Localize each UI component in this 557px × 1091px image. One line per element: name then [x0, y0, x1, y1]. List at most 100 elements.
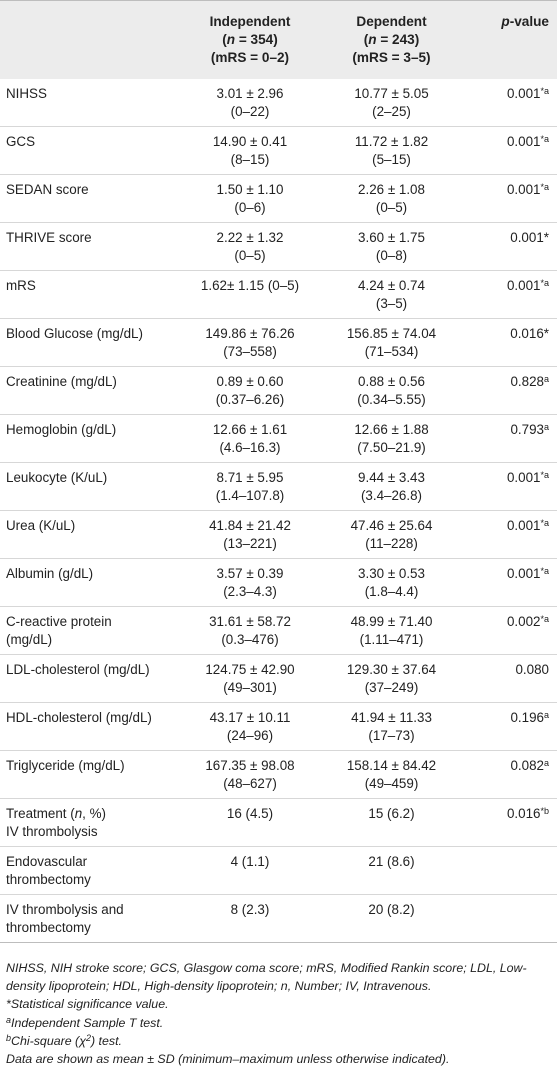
independent-value: 14.90 ± 0.41 (8–15): [180, 127, 320, 175]
header-independent-title: Independent: [209, 14, 291, 29]
row-label-line: Endovascular: [6, 854, 88, 869]
dependent-value: 4.24 ± 0.74 (3–5): [320, 271, 463, 319]
row-label: Albumin (g/dL): [0, 559, 180, 607]
dependent-value: 9.44 ± 3.43 (3.4–26.8): [320, 463, 463, 511]
p-value-superscript: a: [543, 374, 549, 384]
independent-value-line: 124.75 ± 42.90: [205, 662, 295, 677]
p-value: 0.001*a: [463, 463, 557, 511]
independent-value-line: 43.17 ± 10.11: [209, 710, 291, 725]
table-row: LDL-cholesterol (mg/dL) 124.75 ± 42.90 (49…: [0, 655, 557, 703]
table-row: Urea (K/uL) 41.84 ± 21.42 (13–221) 47.46 ± …: [0, 511, 557, 559]
header-independent: Independent (n = 354) (mRS = 0–2): [180, 1, 320, 80]
dependent-value-line: 3.30 ± 0.53: [358, 566, 425, 581]
table-row: NIHSS 3.01 ± 2.96 (0–22) 10.77 ± 5.05 (2–25)…: [0, 79, 557, 127]
p-value: 0.793a: [463, 415, 557, 463]
dependent-value-line: 0.88 ± 0.56: [358, 374, 425, 389]
p-value-number: 0.001: [506, 470, 541, 485]
p-value: 0.001*a: [463, 127, 557, 175]
data-table: Independent (n = 354) (mRS = 0–2) Depend…: [0, 0, 557, 943]
header-dependent-n: (n = 243): [363, 32, 420, 47]
row-label: LDL-cholesterol (mg/dL): [0, 655, 180, 703]
p-value-number: 0.082: [510, 758, 544, 773]
row-label-line: LDL-cholesterol (mg/dL): [6, 662, 150, 677]
table-row: Triglyceride (mg/dL) 167.35 ± 98.08 (48–62…: [0, 751, 557, 799]
dependent-value: 158.14 ± 84.42 (49–459): [320, 751, 463, 799]
independent-value: 2.22 ± 1.32 (0–5): [180, 223, 320, 271]
table-body: NIHSS 3.01 ± 2.96 (0–22) 10.77 ± 5.05 (2–25)…: [0, 79, 557, 943]
footnote-data-note: Data are shown as mean ± SD (minimum–max…: [6, 1052, 450, 1067]
independent-value: 41.84 ± 21.42 (13–221): [180, 511, 320, 559]
dependent-value-line: 12.66 ± 1.88: [354, 422, 429, 437]
header-dependent: Dependent (n = 243) (mRS = 3–5): [320, 1, 463, 80]
p-value-number: 0.001: [506, 134, 541, 149]
table-footnotes: NIHSS, NIH stroke score; GCS, Glasgow co…: [0, 943, 557, 1068]
table-row: Hemoglobin (g/dL) 12.66 ± 1.61 (4.6–16.3) 1…: [0, 415, 557, 463]
row-label: GCS: [0, 127, 180, 175]
dependent-value: 0.88 ± 0.56 (0.34–5.55): [320, 367, 463, 415]
independent-value: 43.17 ± 10.11 (24–96): [180, 703, 320, 751]
p-value: 0.001*a: [463, 271, 557, 319]
p-value-superscript: *a: [540, 470, 549, 480]
dependent-value: 12.66 ± 1.88 (7.50–21.9): [320, 415, 463, 463]
dependent-value-line: 15 (6.2): [368, 806, 415, 821]
table-row: HDL-cholesterol (mg/dL) 43.17 ± 10.11 (24–…: [0, 703, 557, 751]
table-row: Blood Glucose (mg/dL) 149.86 ± 76.26 (73–5…: [0, 319, 557, 367]
header-empty: [0, 1, 180, 80]
p-value: 0.001*a: [463, 79, 557, 127]
row-label-line: NIHSS: [6, 86, 47, 101]
row-label: Leukocyte (K/uL): [0, 463, 180, 511]
dependent-value: 3.30 ± 0.53 (1.8–4.4): [320, 559, 463, 607]
row-label-line: mRS: [6, 278, 36, 293]
p-value: 0.002*a: [463, 607, 557, 655]
dependent-value: 11.72 ± 1.82 (5–15): [320, 127, 463, 175]
dependent-value: 2.26 ± 1.08 (0–5): [320, 175, 463, 223]
table-row: SEDAN score 1.50 ± 1.10 (0–6) 2.26 ± 1.08 (0…: [0, 175, 557, 223]
row-label: THRIVE score: [0, 223, 180, 271]
independent-value-line: 8 (2.3): [230, 902, 270, 917]
row-label-line: Leukocyte (K/uL): [6, 470, 108, 485]
p-value: 0.082a: [463, 751, 557, 799]
header-pvalue: p-value: [501, 14, 549, 29]
dependent-value: 41.94 ± 11.33 (17–73): [320, 703, 463, 751]
dependent-value-line: 21 (8.6): [368, 854, 415, 869]
independent-value-line: (13–221): [223, 535, 277, 551]
p-value-number: 0.016*: [510, 326, 549, 341]
p-value-superscript: *a: [540, 566, 549, 576]
row-label-line: thrombectomy: [6, 871, 91, 887]
row-label: mRS: [0, 271, 180, 319]
independent-value: 149.86 ± 76.26 (73–558): [180, 319, 320, 367]
footnote-a: aIndependent Sample T test.: [6, 1014, 164, 1030]
independent-value-line: 1.62± 1.15 (0–5): [200, 278, 300, 293]
row-label: C-reactive protein (mg/dL): [0, 607, 180, 655]
dependent-value: 3.60 ± 1.75 (0–8): [320, 223, 463, 271]
table-row: IV thrombolysis and thrombectomy 8 (2.3) 20…: [0, 895, 557, 943]
dependent-value: 129.30 ± 37.64 (37–249): [320, 655, 463, 703]
p-value-superscript: a: [543, 758, 549, 768]
dependent-value-line: 3.60 ± 1.75: [358, 230, 425, 245]
dependent-value-line: (0.34–5.55): [357, 391, 426, 407]
independent-value-line: (0.3–476): [221, 631, 279, 647]
row-label: HDL-cholesterol (mg/dL): [0, 703, 180, 751]
independent-value-line: (73–558): [223, 343, 277, 359]
independent-value: 3.01 ± 2.96 (0–22): [180, 79, 320, 127]
table-row: Endovascular thrombectomy 4 (1.1) 21 (8.6): [0, 847, 557, 895]
independent-value-line: (0.37–6.26): [215, 391, 285, 407]
p-value: [463, 847, 557, 895]
dependent-value-line: (5–15): [372, 151, 411, 167]
dependent-value-line: 2.26 ± 1.08: [358, 182, 425, 197]
table-row: GCS 14.90 ± 0.41 (8–15) 11.72 ± 1.82 (5–15) 0…: [0, 127, 557, 175]
independent-value-line: 0.89 ± 0.60: [216, 374, 284, 389]
dependent-value: 15 (6.2): [320, 799, 463, 847]
independent-value: 31.61 ± 58.72 (0.3–476): [180, 607, 320, 655]
dependent-value-line: (37–249): [364, 679, 419, 695]
dependent-value-line: (0–8): [375, 247, 408, 263]
p-value-superscript: *a: [540, 614, 549, 624]
table-row: Albumin (g/dL) 3.57 ± 0.39 (2.3–4.3) 3.30 ±…: [0, 559, 557, 607]
p-value-superscript: *b: [540, 806, 549, 816]
row-label-line: Treatment (n, %): [6, 806, 106, 821]
independent-value-line: (49–301): [223, 679, 277, 695]
p-value-number: 0.001: [506, 86, 541, 101]
independent-value: 16 (4.5): [180, 799, 320, 847]
dependent-value-line: (11–228): [365, 535, 418, 551]
p-value-number: 0.002: [506, 614, 541, 629]
